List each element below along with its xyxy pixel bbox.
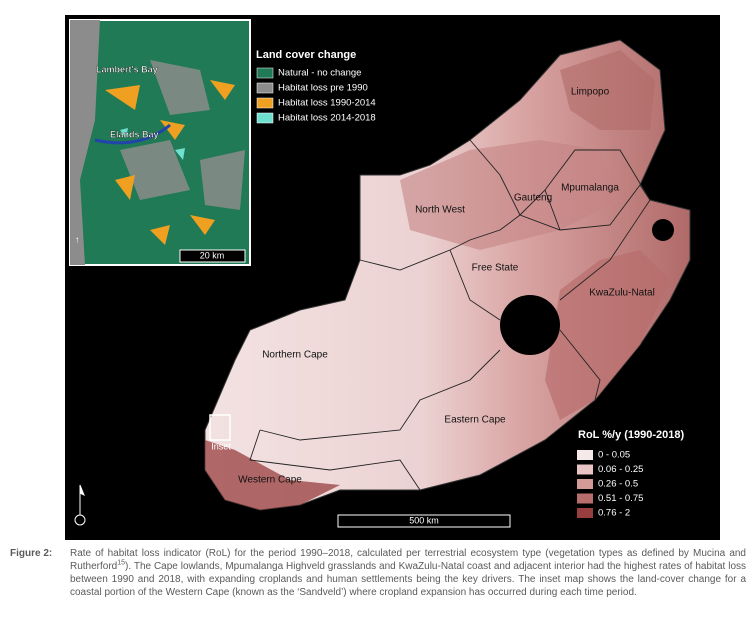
legend-swatch bbox=[256, 67, 274, 79]
land-patch bbox=[120, 60, 245, 210]
eswatini bbox=[652, 219, 674, 241]
legend-title: RoL %/y (1990-2018) bbox=[578, 429, 685, 441]
border bbox=[259, 349, 501, 441]
legend-label: Habitat loss pre 1990 bbox=[278, 83, 368, 94]
border bbox=[559, 329, 601, 401]
province-label: Free State bbox=[472, 263, 519, 274]
border bbox=[449, 249, 501, 321]
province-label: Northern Cape bbox=[262, 350, 328, 361]
province-label: Gauteng bbox=[514, 193, 552, 204]
figure-label: Figure 2: bbox=[10, 548, 53, 559]
legend-label: 0 - 0.05 bbox=[598, 450, 630, 461]
north-arrow-head bbox=[79, 484, 85, 497]
inset-scale-bar bbox=[179, 249, 246, 263]
legend-label: Habitat loss 2014-2018 bbox=[278, 113, 376, 124]
province-label: Eastern Cape bbox=[444, 415, 506, 426]
legend-label: Natural - no change bbox=[278, 68, 361, 79]
inset-label: Inset bbox=[211, 441, 231, 451]
border bbox=[559, 199, 651, 301]
legend-label: 0.76 - 2 bbox=[598, 508, 630, 519]
province-label: KwaZulu-Natal bbox=[589, 288, 655, 299]
place-label: Elands Bay bbox=[110, 129, 159, 139]
legend-swatch bbox=[577, 464, 593, 475]
border bbox=[249, 429, 421, 491]
inset-box bbox=[209, 414, 231, 441]
high-loss-limpopo bbox=[560, 50, 655, 130]
high-loss-east bbox=[545, 250, 670, 420]
legend-swatch bbox=[577, 450, 593, 460]
land-patch bbox=[105, 80, 235, 245]
legend-swatch bbox=[256, 97, 274, 109]
border bbox=[544, 149, 651, 201]
inset-legend-title: Land cover change bbox=[256, 49, 356, 61]
legend-label: 0.06 - 0.25 bbox=[598, 464, 643, 475]
legend-label: 0.26 - 0.5 bbox=[598, 479, 638, 490]
caption-part: ). The Cape lowlands, Mpumalanga Highvel… bbox=[70, 561, 746, 598]
province-label: Limpopo bbox=[571, 87, 610, 98]
river bbox=[94, 123, 171, 145]
legend-swatch bbox=[256, 82, 274, 94]
province-label: North West bbox=[415, 205, 465, 216]
caption-text: Rate of habitat loss indicator (RoL) for… bbox=[70, 547, 746, 599]
inset-north-arrow: ↑ bbox=[75, 234, 80, 244]
high-loss-cape bbox=[205, 440, 340, 510]
inset-scale-label: 20 km bbox=[200, 250, 225, 260]
north-arrow-base bbox=[74, 514, 86, 526]
lesotho bbox=[500, 295, 560, 355]
scale-bar bbox=[337, 514, 511, 528]
scale-label: 500 km bbox=[409, 515, 439, 525]
map-figure: ↑ 20 km Land cover change 500 km RoL %/y… bbox=[65, 15, 720, 540]
caption-part: Rate of habitat loss indicator (RoL) for… bbox=[70, 548, 746, 572]
inset-landcover bbox=[70, 20, 245, 265]
caption: Figure 2: Rate of habitat loss indicator… bbox=[0, 545, 751, 615]
legend-swatch bbox=[577, 508, 593, 518]
province-label: Mpumalanga bbox=[561, 183, 619, 194]
land-patch bbox=[120, 128, 185, 160]
province-label: Western Cape bbox=[238, 475, 302, 486]
border bbox=[469, 139, 641, 231]
citation: 15 bbox=[117, 559, 126, 567]
legend-swatch bbox=[577, 493, 593, 504]
land-patch bbox=[70, 20, 100, 265]
border bbox=[359, 214, 521, 271]
province-borders bbox=[249, 139, 651, 491]
legend-label: 0.51 - 0.75 bbox=[598, 493, 643, 504]
place-label: Lambert's Bay bbox=[96, 64, 158, 74]
north-arrow bbox=[74, 484, 86, 526]
legend-label: Habitat loss 1990-2014 bbox=[278, 98, 376, 109]
legend-swatch bbox=[577, 479, 593, 489]
legend-swatch bbox=[256, 112, 274, 124]
